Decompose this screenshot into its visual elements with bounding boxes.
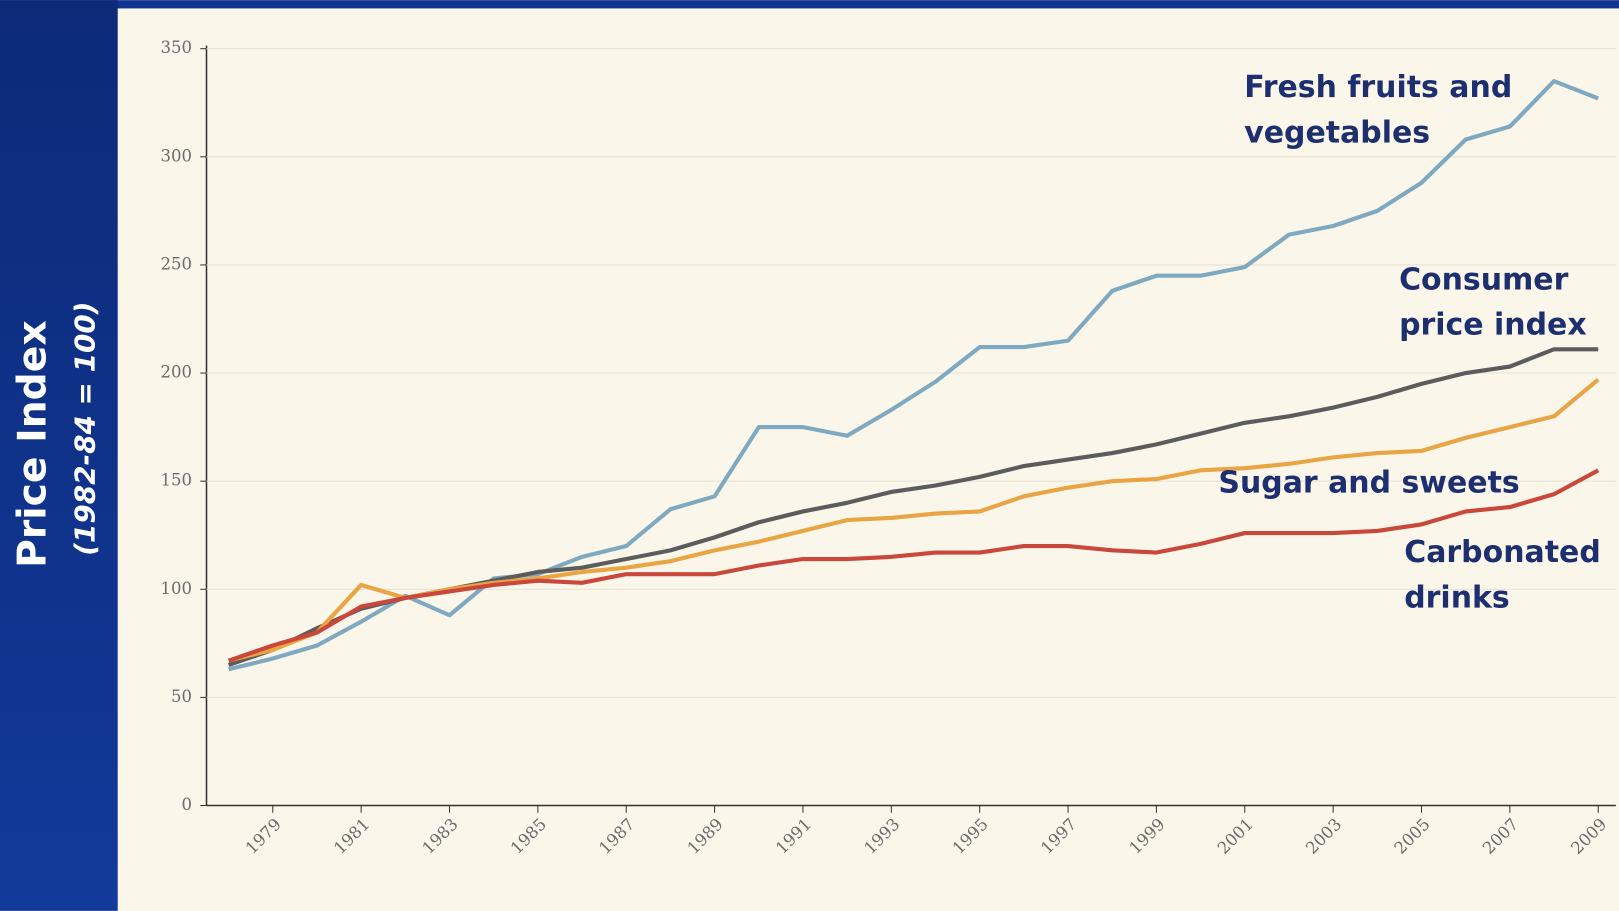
series-label: Sugar and sweets [1218,464,1520,500]
series-label-box: Sugar and sweets [1218,464,1520,500]
series-line [228,377,1600,663]
series-label-box: Carbonated drinks [1404,533,1601,615]
series-label: Consumer price index [1399,261,1587,342]
y-tick-label: 350 [161,38,193,57]
series-label-box: Consumer price index [1399,261,1587,342]
y-tick-label: 300 [161,146,193,165]
y-tick-label: 50 [171,687,192,706]
series-label: Carbonated drinks [1404,533,1601,615]
series-label: Fresh fruits and vegetables [1244,69,1513,150]
y-axis-title: Price Index [11,320,56,568]
series-line [227,468,1600,663]
y-tick-label: 0 [182,795,193,814]
y-tick-label: 150 [161,471,193,490]
y-tick-label: 250 [161,254,193,273]
side-panel [0,0,118,911]
y-tick-label: 100 [161,579,193,598]
top-band [0,0,1619,9]
y-axis-note: (1982-84 = 100) [69,302,102,556]
series-label-box: Fresh fruits and vegetables [1244,69,1513,150]
y-tick-label: 200 [161,363,193,382]
series-line [228,79,1599,672]
